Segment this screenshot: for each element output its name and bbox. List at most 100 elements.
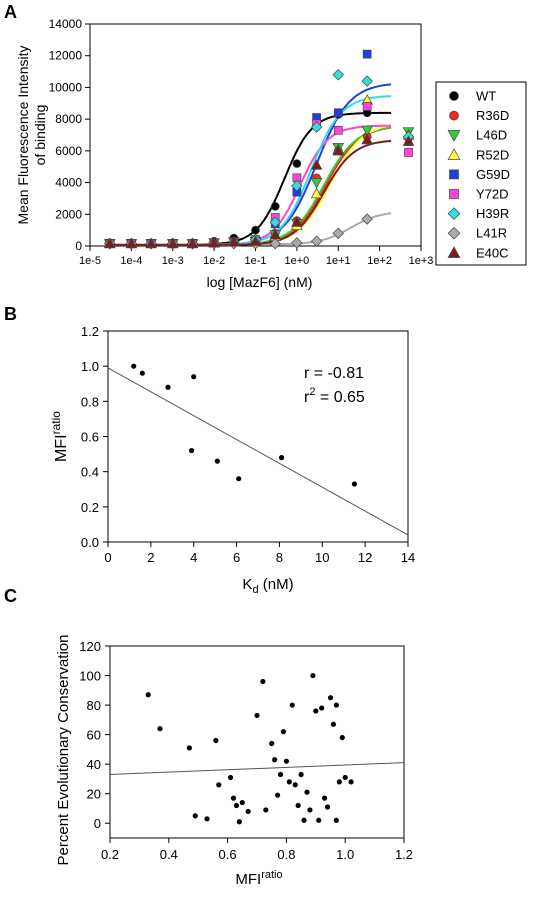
data-point [216, 782, 222, 788]
data-point-l41r [310, 235, 323, 247]
annotation-r2-rest: = 0.65 [315, 389, 364, 406]
data-point-e40c [361, 133, 373, 145]
y-axis-label: Percent Evolutionary Conservation [55, 635, 72, 866]
data-point-e40c [402, 135, 415, 146]
data-point [274, 792, 281, 798]
legend-label: E40C [476, 245, 509, 260]
legend-label: Y72D [476, 187, 509, 202]
data-point-e40c [186, 237, 199, 249]
data-point [342, 774, 348, 781]
data-point [280, 729, 287, 735]
legend-marker-e40c [447, 246, 461, 258]
y-tick-label: 1.2 [81, 324, 99, 339]
fit-curve-l46d [109, 126, 392, 246]
data-point [319, 705, 325, 711]
y-tick-label: 14000 [49, 17, 83, 31]
data-point-e40c [125, 237, 138, 249]
data-point [157, 726, 163, 732]
data-point [289, 702, 295, 708]
fit-curve-wt [109, 111, 392, 246]
data-point-h39r [291, 180, 303, 192]
panel-label-b: B [4, 304, 17, 324]
data-point [204, 816, 210, 822]
x-tick-label: 6 [233, 550, 240, 565]
y-tick-label: 0.6 [81, 430, 99, 445]
legend-label: L46D [476, 128, 507, 143]
data-point [292, 782, 298, 788]
data-point-e40c [166, 237, 179, 249]
fit-curve-h39r [109, 95, 392, 246]
panel-a: A 1e-5 1e-4 1e-3 1e-2 1e-1 1e+0 1e+1 1e+2 1e+3 0 2… [4, 2, 527, 290]
data-point [304, 789, 310, 795]
y-axis-label-base: MFI [53, 434, 70, 462]
y-tick-label: 0.8 [81, 394, 99, 409]
data-point-y72d [404, 148, 413, 157]
data-point [213, 737, 219, 744]
data-point [313, 708, 319, 714]
x-tick-label: 0.2 [101, 847, 119, 862]
panel-a-legend: WT R36D L46D R52D G59D Y72D H39R L41R E40C [435, 81, 527, 266]
legend-marker-l41r [447, 226, 461, 240]
data-point [192, 813, 198, 819]
legend-marker-g59d [449, 169, 459, 180]
data-point-l41r [361, 213, 373, 225]
data-point-l46d [361, 125, 373, 137]
data-point [339, 734, 345, 741]
legend-marker-y72d [449, 189, 459, 199]
y-tick-label: 120 [79, 639, 101, 654]
plot-area [103, 49, 415, 250]
y-axis-label-sup: ratio [49, 411, 63, 435]
data-point-e40c [310, 159, 323, 170]
data-point-wt [270, 202, 280, 211]
data-point-e40c [291, 216, 303, 227]
data-point [336, 779, 342, 785]
y-axis-label-text: Percent Evolutionary Conservation [55, 635, 72, 866]
data-point-l46d [310, 178, 323, 189]
data-point-l41r [291, 237, 303, 249]
y-tick-label: 40 [87, 757, 101, 772]
data-point [186, 745, 192, 751]
x-axis-label: MFIratio [235, 869, 282, 888]
legend-label: WT [476, 89, 496, 104]
y-tick-label: 4000 [55, 176, 82, 190]
y-tick-label: 80 [87, 698, 101, 713]
data-point-r52d [310, 187, 323, 199]
data-point-y72d [362, 102, 372, 111]
data-point [348, 779, 354, 785]
data-point [191, 374, 197, 380]
fit-curve-e40c [109, 139, 392, 246]
y-tick-label: 0.2 [81, 500, 99, 515]
data-point [139, 370, 145, 376]
y-axis-label: MFIratio [49, 411, 70, 462]
data-point [298, 771, 304, 778]
annotation-r2: r2 = 0.65 [304, 386, 365, 406]
x-tick-label: 1e+0 [284, 255, 309, 267]
data-point [188, 447, 195, 454]
y-tick-label: 100 [79, 669, 101, 684]
data-point [316, 817, 322, 823]
data-point [327, 695, 334, 701]
data-point [165, 384, 171, 390]
data-point [324, 804, 331, 810]
data-point [351, 481, 358, 487]
panel-c: C 0.2 0.4 0.6 0.8 1.0 1.2 0 20 40 60 80 100 120 MFIra… [4, 586, 413, 888]
x-axis-label-base: K [242, 576, 252, 593]
data-point-e40c [249, 235, 262, 246]
x-axis-label-sub: d [252, 584, 258, 596]
legend-marker-h39r [447, 207, 461, 220]
y-axis-label-line: of binding [32, 105, 48, 166]
y-axis-label-text: MFIratio [49, 411, 70, 462]
data-point [230, 795, 237, 801]
x-tick-label: 8 [276, 550, 283, 565]
y-tick-label: 6000 [55, 144, 82, 158]
y-axis-label: Mean Fluorescence Intensity of binding [15, 46, 48, 225]
legend-marker-r36d [449, 110, 459, 121]
panel-b: B 0 2 4 6 8 10 12 14 0.0 0.2 0.4 0.6 0.8 1.0 1.2 Kd (nM… [4, 304, 415, 596]
panel-c-axes: 0.2 0.4 0.6 0.8 1.0 1.2 0 20 40 60 80 100 120 MFIrati… [55, 635, 413, 888]
x-tick-label: 1e-3 [162, 255, 184, 267]
legend-marker-l46d [447, 130, 461, 142]
data-point [227, 774, 234, 781]
y-tick-label: 60 [87, 728, 101, 743]
y-tick-label: 8000 [55, 112, 82, 126]
